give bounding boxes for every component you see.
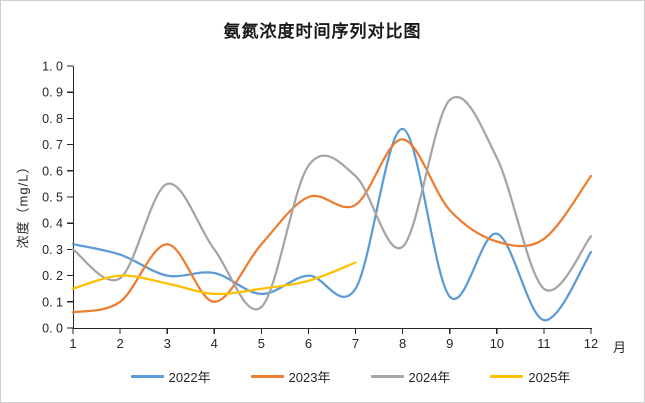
y-tick-label: 0. 3 <box>42 243 63 257</box>
y-tick-label: 0. 9 <box>42 86 63 100</box>
y-tick-label: 0. 0 <box>42 322 63 336</box>
legend-line-sample <box>370 374 404 378</box>
x-tick-label: 6 <box>305 336 312 351</box>
chart-title: 氨氮浓度时间序列对比图 <box>223 22 422 41</box>
x-tick-label: 2 <box>116 336 123 351</box>
legend-label: 2025年 <box>528 369 571 385</box>
legend-line-sample <box>130 374 164 378</box>
y-tick-label: 1. 0 <box>42 60 63 74</box>
legend-item-2022: 2022年 <box>130 367 211 386</box>
series-line-2022 <box>71 127 593 322</box>
legend-label: 2024年 <box>408 369 451 385</box>
x-axis-unit-label: 月 <box>613 340 627 355</box>
x-tick-label: 7 <box>352 336 359 351</box>
x-tick-label: 12 <box>584 336 598 351</box>
x-tick-label: 8 <box>399 336 406 351</box>
legend-label: 2022年 <box>168 369 211 385</box>
y-tick-label: 0. 5 <box>42 191 63 205</box>
x-tick-label: 3 <box>164 336 171 351</box>
legend-line-sample <box>490 374 524 378</box>
y-tick-label: 0. 8 <box>42 112 63 126</box>
legend-line-sample <box>250 374 284 378</box>
x-tick-label: 1 <box>69 336 76 351</box>
x-tick-label: 4 <box>211 336 218 351</box>
x-tick-label: 5 <box>258 336 265 351</box>
y-tick-label: 0. 6 <box>42 164 63 178</box>
legend-label: 2023年 <box>288 369 331 385</box>
legend-item-2025: 2025年 <box>490 367 570 386</box>
x-tick-label: 10 <box>490 336 504 351</box>
legend-item-2023: 2023年 <box>250 367 331 386</box>
y-tick-label: 0. 4 <box>42 217 63 231</box>
x-tick-label: 9 <box>446 336 453 351</box>
series-line-2023 <box>71 138 593 314</box>
series-line-2025 <box>71 261 357 296</box>
y-tick-label: 0. 2 <box>42 269 63 283</box>
y-tick-label: 0. 1 <box>42 295 63 309</box>
y-tick-label: 0. 7 <box>42 138 63 152</box>
chart-legend: 2022年 2023年 2024年 2025年 <box>1 366 644 386</box>
legend-item-2024: 2024年 <box>370 367 451 386</box>
series-line-2024 <box>71 96 593 311</box>
x-tick-label: 11 <box>537 336 551 351</box>
